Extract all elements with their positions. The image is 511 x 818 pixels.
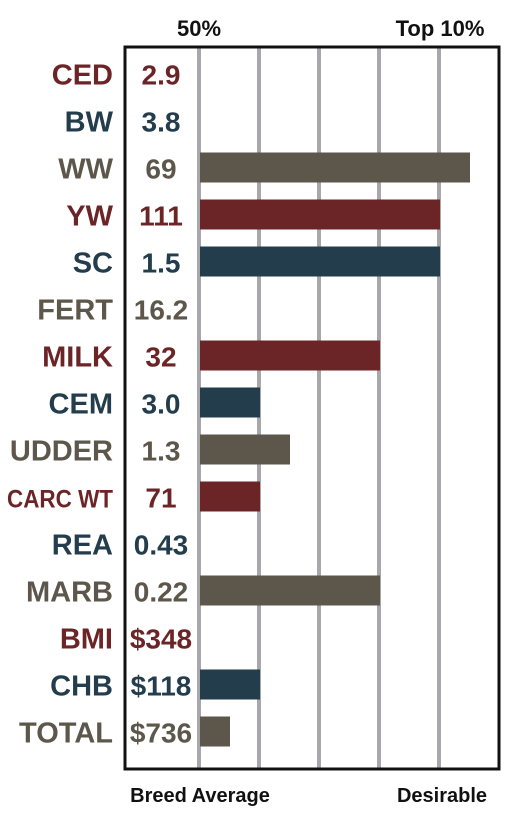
trait-label-rea: REA: [52, 530, 113, 562]
value-label-ced: 2.9: [142, 60, 181, 91]
value-label-udder: 1.3: [142, 436, 181, 467]
value-label-milk: 32: [145, 342, 176, 373]
top-label-50: 50%: [177, 16, 221, 41]
bar-sc: [200, 246, 440, 277]
trait-label-bmi: BMI: [60, 624, 113, 656]
bar-yw: [200, 199, 440, 230]
value-label-total: $736: [130, 718, 192, 749]
bottom-label-breed-average: Breed Average: [130, 785, 270, 807]
bar-carc-wt: [200, 481, 260, 512]
value-label-fert: 16.2: [134, 295, 189, 326]
bar-total: [200, 716, 230, 747]
value-label-ww: 69: [145, 154, 176, 185]
value-label-carc-wt: 71: [145, 483, 176, 514]
trait-label-ww: WW: [58, 154, 113, 186]
trait-label-ced: CED: [52, 60, 113, 92]
value-label-marb: 0.22: [134, 577, 189, 608]
trait-label-sc: SC: [73, 248, 113, 280]
value-label-rea: 0.43: [134, 530, 189, 561]
value-label-sc: 1.5: [142, 248, 181, 279]
trait-label-cem: CEM: [49, 389, 113, 421]
trait-label-bw: BW: [65, 107, 114, 139]
bars: [200, 152, 470, 747]
value-label-chb: $118: [131, 671, 192, 702]
trait-label-fert: FERT: [37, 295, 113, 327]
trait-label-yw: YW: [66, 201, 113, 233]
trait-label-udder: UDDER: [10, 436, 113, 468]
bar-cem: [200, 387, 260, 418]
trait-label-milk: MILK: [42, 342, 113, 374]
top-label-top10: Top 10%: [396, 16, 485, 41]
value-label-bmi: $348: [130, 624, 192, 655]
bar-udder: [200, 434, 290, 465]
trait-label-chb: CHB: [50, 671, 113, 703]
chart-frame: [123, 45, 501, 771]
trait-label-carc-wt: CARC WT: [7, 486, 113, 514]
bar-milk: [200, 340, 380, 371]
value-label-bw: 3.8: [142, 107, 181, 138]
row-labels: CED 2.9 BW 3.8 WW 69 YW 111 SC 1.5 FERT 16.2 MILK 32 C…: [7, 60, 192, 750]
trait-label-marb: MARB: [26, 577, 113, 609]
value-label-yw: 111: [139, 201, 183, 232]
bottom-label-desirable: Desirable: [397, 785, 487, 807]
value-label-cem: 3.0: [142, 389, 181, 420]
trait-label-total: TOTAL: [19, 718, 113, 750]
bar-ww: [200, 152, 470, 183]
bar-marb: [200, 575, 380, 606]
bar-chb: [200, 669, 260, 700]
